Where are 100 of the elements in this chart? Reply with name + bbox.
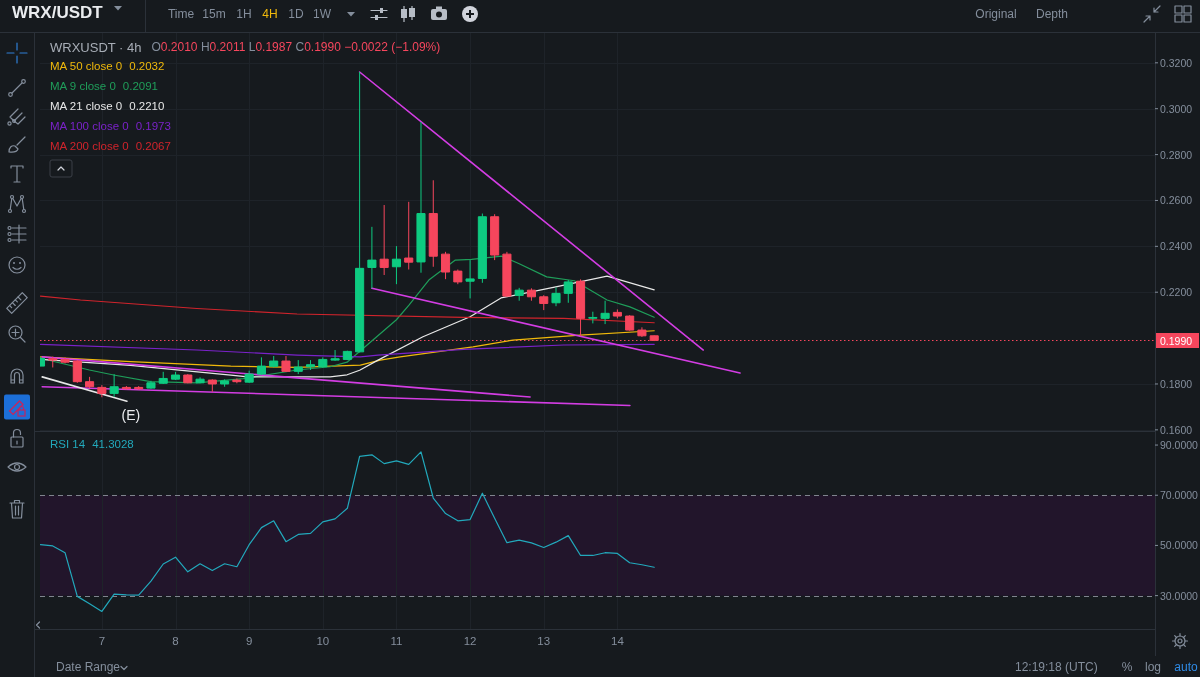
text: auto [1174, 660, 1198, 674]
candlestick [477, 213, 487, 284]
candlestick [170, 371, 181, 381]
text: MA 21 close 0 [50, 100, 123, 112]
candlestick [342, 350, 352, 361]
candlestick [232, 377, 242, 384]
annotation: 41.3028 [92, 438, 134, 450]
candlestick [48, 356, 58, 368]
x-tick-label: 9 [245, 635, 253, 647]
annotation: 0.1973 [135, 120, 171, 132]
candlestick [60, 356, 70, 364]
text: Depth [1035, 7, 1069, 21]
candlestick [637, 326, 647, 338]
y-tick-label: 90.0000 [1160, 439, 1199, 452]
candlestick [551, 286, 561, 307]
candlestick [416, 121, 426, 274]
text: Date Range [56, 660, 121, 674]
x-tick-label: 10 [316, 635, 330, 647]
line-series [40, 295, 655, 324]
annotation: 0.2210 [129, 100, 165, 112]
text: O0.2010 H0.2011 L0.1987 C0.1990 −0.0022 (−1.09%) [151, 40, 441, 54]
candlestick [625, 314, 635, 332]
y-tick-label: 0.2800 [1160, 148, 1193, 161]
candlestick [576, 278, 586, 337]
annotation: (E) [121, 407, 141, 424]
line-series [40, 343, 655, 358]
candlestick [281, 355, 291, 373]
x-tick-label: 13 [537, 635, 551, 647]
text: WRXUSDT · 4h [50, 39, 142, 55]
annotation: 0.2067 [135, 140, 171, 152]
y-tick-label: 0.2200 [1160, 286, 1193, 299]
candlestick [134, 385, 144, 391]
candlestick [600, 300, 610, 325]
y-tick-label: 30.0000 [1160, 589, 1199, 602]
candlestick [502, 251, 512, 298]
candlestick [379, 204, 389, 276]
text: 4H [262, 7, 278, 21]
text: MA 9 close 0 [50, 80, 116, 92]
candlestick [404, 201, 414, 271]
x-tick-label: 8 [172, 635, 179, 647]
candlestick [428, 179, 438, 268]
text: Time [167, 7, 195, 21]
candlestick [514, 287, 524, 302]
candlestick [453, 269, 463, 285]
candlestick [612, 308, 622, 319]
text: MA 200 close 0 [50, 140, 129, 152]
candlestick [355, 71, 365, 353]
candlestick [588, 311, 598, 324]
y-tick-label: 0.2600 [1160, 194, 1193, 207]
candlestick [391, 245, 401, 285]
candlestick [158, 371, 168, 385]
candlestick [220, 378, 230, 388]
text: 12:19:18 (UTC) [1015, 660, 1098, 674]
candlestick [109, 373, 119, 398]
candlestick [490, 213, 500, 261]
x-tick-label: 7 [98, 635, 106, 647]
text: 15m [202, 7, 226, 21]
candlestick [85, 376, 95, 389]
candlestick [195, 376, 205, 384]
line-series [40, 330, 655, 369]
candlestick [146, 380, 156, 390]
y-tick-label: 0.1800 [1160, 377, 1193, 390]
candlestick [244, 370, 254, 384]
candlestick [318, 356, 328, 368]
candlestick [97, 384, 107, 398]
text: RSI 14 [50, 438, 86, 450]
candlestick [207, 378, 217, 393]
y-tick-label: 0.1600 [1160, 423, 1193, 436]
text: MA 100 close 0 [50, 120, 129, 132]
text: Original [975, 7, 1017, 21]
line-series [40, 451, 655, 613]
candlestick [441, 251, 451, 280]
candlestick [539, 294, 549, 311]
y-tick-label: 50.0000 [1160, 539, 1199, 552]
candlestick [465, 259, 475, 299]
candlestick [72, 359, 82, 384]
candlestick [526, 287, 537, 302]
text: % [1121, 660, 1133, 674]
candlestick [293, 359, 303, 375]
y-tick-label: 70.0000 [1160, 489, 1199, 502]
x-tick-label: 12 [463, 635, 477, 647]
text: 1D [288, 7, 304, 21]
candlestick [269, 355, 279, 368]
y-tick-label: 0.2400 [1160, 240, 1193, 253]
candlestick [330, 349, 340, 362]
text: 1H [236, 7, 252, 21]
text: 1W [313, 7, 332, 21]
x-tick-label: 14 [610, 635, 625, 647]
candlestick [256, 356, 266, 376]
candlestick [183, 373, 193, 384]
y-tick-label: 0.3000 [1160, 102, 1193, 115]
annotation: 0.2032 [129, 60, 165, 72]
annotation: 0.2091 [122, 80, 159, 92]
y-tick-label: 0.3200 [1160, 56, 1193, 69]
candlestick [305, 359, 316, 371]
ref-line-label: 0.1990 [1160, 334, 1193, 347]
candlestick [367, 226, 377, 289]
chart-title: WRX/USDT [12, 2, 104, 22]
text: MA 50 close 0 [50, 60, 123, 72]
x-tick-label: 11 [390, 635, 403, 647]
